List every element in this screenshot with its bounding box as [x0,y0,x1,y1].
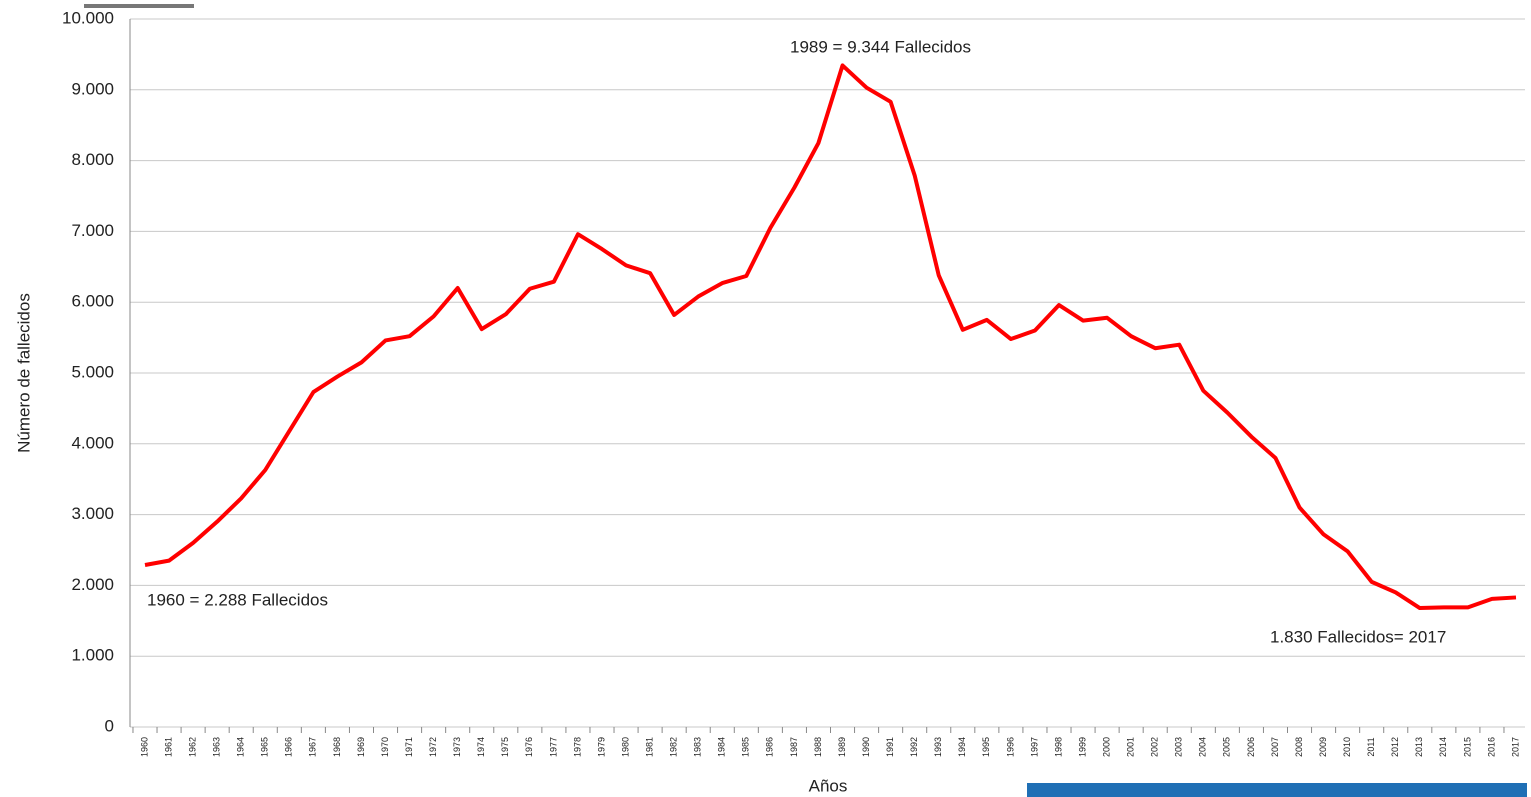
x-tick-label: 1966 [284,737,294,757]
y-tick-label: 9.000 [71,79,114,98]
annotation: 1.830 Fallecidos= 2017 [1270,627,1446,646]
data-line [144,63,1517,611]
x-tick-label: 1970 [380,737,390,757]
x-tick-label: 1968 [332,737,342,757]
x-tick-label: 1977 [548,737,558,757]
x-tick-label: 2007 [1270,737,1280,757]
x-tick-label: 2013 [1414,737,1424,757]
x-tick-label: 2008 [1294,737,1304,757]
x-tick-label: 2005 [1222,737,1232,757]
y-tick-label: 7.000 [71,221,114,240]
x-tick-label: 1965 [260,737,270,757]
x-tick-label: 1989 [837,737,847,757]
y-tick-label: 5.000 [71,362,114,381]
x-tick-label: 1974 [476,737,486,757]
x-tick-label: 1964 [236,737,246,757]
x-tick-label: 1992 [909,737,919,757]
y-axis-label: Número de fallecidos [14,293,33,453]
x-tick-label: 2017 [1510,737,1520,757]
x-tick-label: 1996 [1005,737,1015,757]
x-tick-label: 1961 [163,737,173,757]
x-tick-label: 1982 [669,737,679,757]
x-tick-label: 1979 [596,737,606,757]
x-tick-label: 2002 [1150,737,1160,757]
x-tick-label: 1971 [404,737,414,757]
x-tick-label: 2016 [1486,737,1496,757]
x-tick-label: 1978 [572,737,582,757]
x-tick-label: 1967 [308,737,318,757]
x-tick-label: 1985 [741,737,751,757]
x-tick-label: 1998 [1053,737,1063,757]
x-tick-label: 1963 [212,737,222,757]
x-tick-label: 1990 [861,737,871,757]
x-tick-label: 1980 [620,737,630,757]
x-axis-label: Años [809,776,848,795]
y-tick-label: 4.000 [71,433,114,452]
x-tick-label: 1973 [452,737,462,757]
x-tick-label: 1960 [139,737,149,757]
y-tick-label: 3.000 [71,504,114,523]
source-box [1027,783,1527,797]
x-tick-label: 1969 [356,737,366,757]
x-tick-label: 2011 [1366,737,1376,756]
x-tick-label: 2012 [1390,737,1400,757]
x-tick-label: 1981 [644,737,654,757]
x-tick-label: 1975 [500,737,510,757]
x-tick-label: 1986 [765,737,775,757]
x-tick-label: 1987 [789,737,799,757]
annotation: 1989 = 9.344 Fallecidos [790,37,971,56]
x-tick-label: 1976 [524,737,534,757]
x-tick-label: 1991 [885,737,895,757]
x-tick-label: 2000 [1101,737,1111,757]
x-tick-label: 2009 [1318,737,1328,757]
x-tick-label: 1995 [981,737,991,757]
x-tick-label: 1997 [1029,737,1039,757]
x-tick-label: 2004 [1198,737,1208,757]
y-tick-label: 10.000 [62,8,114,27]
x-tick-label: 2015 [1462,737,1472,757]
y-tick-label: 6.000 [71,292,114,311]
x-tick-label: 1988 [813,737,823,757]
x-tick-label: 1994 [957,737,967,757]
x-tick-label: 1983 [693,737,703,757]
x-tick-label: 1993 [933,737,943,757]
x-tick-label: 2001 [1126,737,1136,757]
top-bar [84,4,194,8]
x-tick-label: 2003 [1174,737,1184,757]
x-tick-label: 1972 [428,737,438,757]
y-tick-label: 1.000 [71,646,114,665]
x-tick-label: 2010 [1342,737,1352,757]
x-tick-label: 1962 [187,737,197,757]
y-tick-label: 8.000 [71,150,114,169]
y-tick-label: 2.000 [71,575,114,594]
x-tick-label: 1999 [1077,737,1087,757]
x-tick-label: 2014 [1438,737,1448,757]
y-tick-label: 0 [105,716,114,735]
annotation: 1960 = 2.288 Fallecidos [147,590,328,609]
x-tick-label: 2006 [1246,737,1256,757]
x-tick-label: 1984 [717,737,727,757]
